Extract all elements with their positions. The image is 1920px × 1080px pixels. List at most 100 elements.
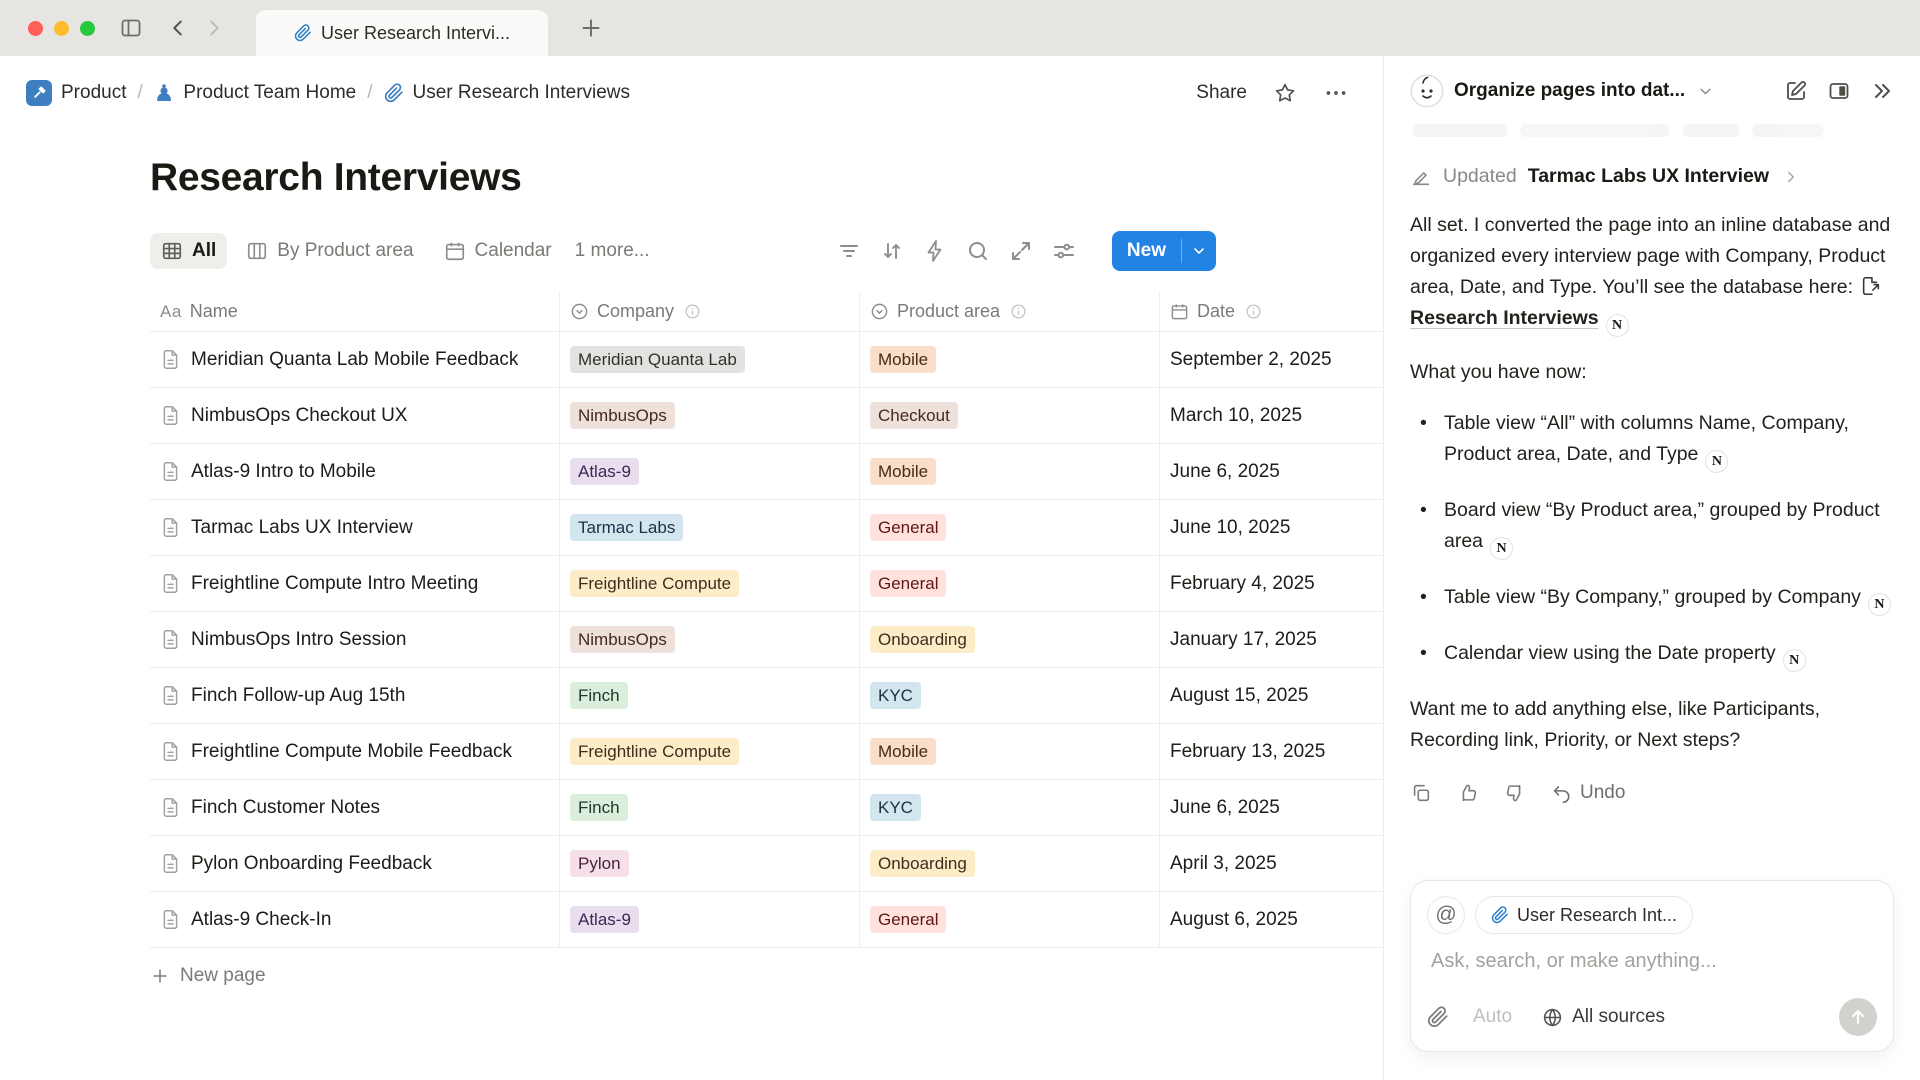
- company-tag[interactable]: NimbusOps: [570, 625, 675, 654]
- row-name[interactable]: Meridian Quanta Lab Mobile Feedback: [191, 348, 519, 370]
- row-name[interactable]: Tarmac Labs UX Interview: [191, 516, 413, 538]
- research-interviews-link[interactable]: Research Interviews: [1410, 307, 1599, 329]
- name-cell[interactable]: NimbusOps Intro Session: [150, 612, 559, 667]
- company-cell[interactable]: Finch: [559, 668, 859, 723]
- assistant-input[interactable]: [1427, 950, 1877, 973]
- table-row[interactable]: Finch Follow-up Aug 15th Finch KYC Augus…: [150, 668, 1383, 724]
- company-cell[interactable]: Atlas-9: [559, 444, 859, 499]
- row-date[interactable]: June 10, 2025: [1159, 500, 1383, 555]
- view-tab-calendar[interactable]: Calendar: [433, 233, 563, 269]
- row-date[interactable]: September 2, 2025: [1159, 332, 1383, 387]
- product-area-cell[interactable]: Mobile: [859, 332, 1159, 387]
- view-tab-all[interactable]: All: [150, 233, 228, 269]
- attachment-icon[interactable]: [1427, 1006, 1449, 1028]
- product-area-tag[interactable]: Mobile: [870, 345, 937, 374]
- name-cell[interactable]: NimbusOps Checkout UX: [150, 388, 559, 443]
- mention-button[interactable]: @: [1427, 896, 1465, 934]
- table-row[interactable]: Finch Customer Notes Finch KYC June 6, 2…: [150, 780, 1383, 836]
- table-row[interactable]: Freightline Compute Intro Meeting Freigh…: [150, 556, 1383, 612]
- chevron-down-icon[interactable]: [1182, 243, 1216, 259]
- company-cell[interactable]: NimbusOps: [559, 388, 859, 443]
- row-date[interactable]: February 13, 2025: [1159, 724, 1383, 779]
- name-cell[interactable]: Freightline Compute Intro Meeting: [150, 556, 559, 611]
- row-name[interactable]: Freightline Compute Mobile Feedback: [191, 740, 513, 762]
- name-cell[interactable]: Finch Follow-up Aug 15th: [150, 668, 559, 723]
- column-header-date[interactable]: Date: [1159, 292, 1383, 331]
- name-cell[interactable]: Tarmac Labs UX Interview: [150, 500, 559, 555]
- zoom-button[interactable]: [80, 20, 95, 36]
- browser-tab[interactable]: User Research Intervi...: [256, 10, 548, 56]
- forward-button[interactable]: [203, 17, 225, 39]
- row-date[interactable]: June 6, 2025: [1159, 444, 1383, 499]
- row-name[interactable]: Freightline Compute Intro Meeting: [191, 572, 479, 594]
- company-tag[interactable]: Finch: [570, 793, 628, 822]
- row-name[interactable]: Atlas-9 Intro to Mobile: [191, 460, 376, 482]
- updated-page-title[interactable]: Tarmac Labs UX Interview: [1527, 165, 1770, 187]
- name-cell[interactable]: Atlas-9 Intro to Mobile: [150, 444, 559, 499]
- product-area-tag[interactable]: Onboarding: [870, 625, 975, 654]
- company-tag[interactable]: Atlas-9: [570, 457, 639, 486]
- company-cell[interactable]: NimbusOps: [559, 612, 859, 667]
- row-date[interactable]: January 17, 2025: [1159, 612, 1383, 667]
- company-cell[interactable]: Freightline Compute: [559, 724, 859, 779]
- company-tag[interactable]: Atlas-9: [570, 905, 639, 934]
- company-cell[interactable]: Meridian Quanta Lab: [559, 332, 859, 387]
- column-header-product-area[interactable]: Product area: [859, 292, 1159, 331]
- row-name[interactable]: Finch Follow-up Aug 15th: [191, 684, 406, 706]
- company-cell[interactable]: Tarmac Labs: [559, 500, 859, 555]
- table-row[interactable]: Freightline Compute Mobile Feedback Frei…: [150, 724, 1383, 780]
- company-cell[interactable]: Freightline Compute: [559, 556, 859, 611]
- company-tag[interactable]: Meridian Quanta Lab: [570, 345, 745, 374]
- product-area-tag[interactable]: General: [870, 569, 947, 598]
- product-area-cell[interactable]: Mobile: [859, 444, 1159, 499]
- breadcrumb-item-user-research-interviews[interactable]: User Research Interviews: [384, 82, 630, 104]
- row-name[interactable]: NimbusOps Checkout UX: [191, 404, 408, 426]
- expand-icon[interactable]: [1009, 239, 1033, 263]
- product-area-cell[interactable]: General: [859, 892, 1159, 947]
- company-tag[interactable]: Tarmac Labs: [570, 513, 684, 542]
- table-row[interactable]: Tarmac Labs UX Interview Tarmac Labs Gen…: [150, 500, 1383, 556]
- product-area-tag[interactable]: Mobile: [870, 737, 937, 766]
- favorite-star-icon[interactable]: [1273, 81, 1297, 105]
- product-area-cell[interactable]: Checkout: [859, 388, 1159, 443]
- more-options-button[interactable]: [1323, 80, 1349, 106]
- updated-page-row[interactable]: Updated Tarmac Labs UX Interview: [1410, 165, 1894, 188]
- sidebar-toggle-icon[interactable]: [119, 16, 143, 40]
- table-row[interactable]: NimbusOps Intro Session NimbusOps Onboar…: [150, 612, 1383, 668]
- close-button[interactable]: [28, 20, 43, 36]
- assistant-thread-title[interactable]: Organize pages into dat...: [1454, 80, 1686, 101]
- product-area-cell[interactable]: General: [859, 556, 1159, 611]
- company-tag[interactable]: Finch: [570, 681, 628, 710]
- product-area-tag[interactable]: General: [870, 513, 947, 542]
- search-icon[interactable]: [966, 239, 990, 263]
- row-date[interactable]: February 4, 2025: [1159, 556, 1383, 611]
- undo-button[interactable]: Undo: [1551, 782, 1625, 804]
- product-area-cell[interactable]: Onboarding: [859, 836, 1159, 891]
- row-name[interactable]: NimbusOps Intro Session: [191, 628, 407, 650]
- column-header-company[interactable]: Company: [559, 292, 859, 331]
- new-page-button[interactable]: New page: [150, 965, 266, 987]
- context-chip[interactable]: User Research Int...: [1475, 896, 1694, 934]
- column-header-name[interactable]: Aa Name: [150, 292, 559, 331]
- product-area-tag[interactable]: Onboarding: [870, 849, 975, 878]
- sources-selector[interactable]: All sources: [1542, 1006, 1665, 1028]
- product-area-tag[interactable]: General: [870, 905, 947, 934]
- name-cell[interactable]: Pylon Onboarding Feedback: [150, 836, 559, 891]
- compose-icon[interactable]: [1784, 79, 1808, 103]
- new-button[interactable]: New: [1111, 231, 1216, 271]
- minimize-button[interactable]: [54, 20, 69, 36]
- auto-mode-button[interactable]: Auto: [1473, 1006, 1513, 1027]
- table-row[interactable]: Pylon Onboarding Feedback Pylon Onboardi…: [150, 836, 1383, 892]
- row-date[interactable]: August 15, 2025: [1159, 668, 1383, 723]
- row-date[interactable]: August 6, 2025: [1159, 892, 1383, 947]
- row-name[interactable]: Pylon Onboarding Feedback: [191, 852, 432, 874]
- row-date[interactable]: June 6, 2025: [1159, 780, 1383, 835]
- view-settings-icon[interactable]: [1052, 239, 1076, 263]
- table-row[interactable]: Atlas-9 Intro to Mobile Atlas-9 Mobile J…: [150, 444, 1383, 500]
- table-row[interactable]: NimbusOps Checkout UX NimbusOps Checkout…: [150, 388, 1383, 444]
- product-area-cell[interactable]: KYC: [859, 668, 1159, 723]
- thumbs-down-icon[interactable]: [1504, 782, 1526, 804]
- name-cell[interactable]: Finch Customer Notes: [150, 780, 559, 835]
- table-row[interactable]: Atlas-9 Check-In Atlas-9 General August …: [150, 892, 1383, 948]
- product-area-tag[interactable]: Mobile: [870, 457, 937, 486]
